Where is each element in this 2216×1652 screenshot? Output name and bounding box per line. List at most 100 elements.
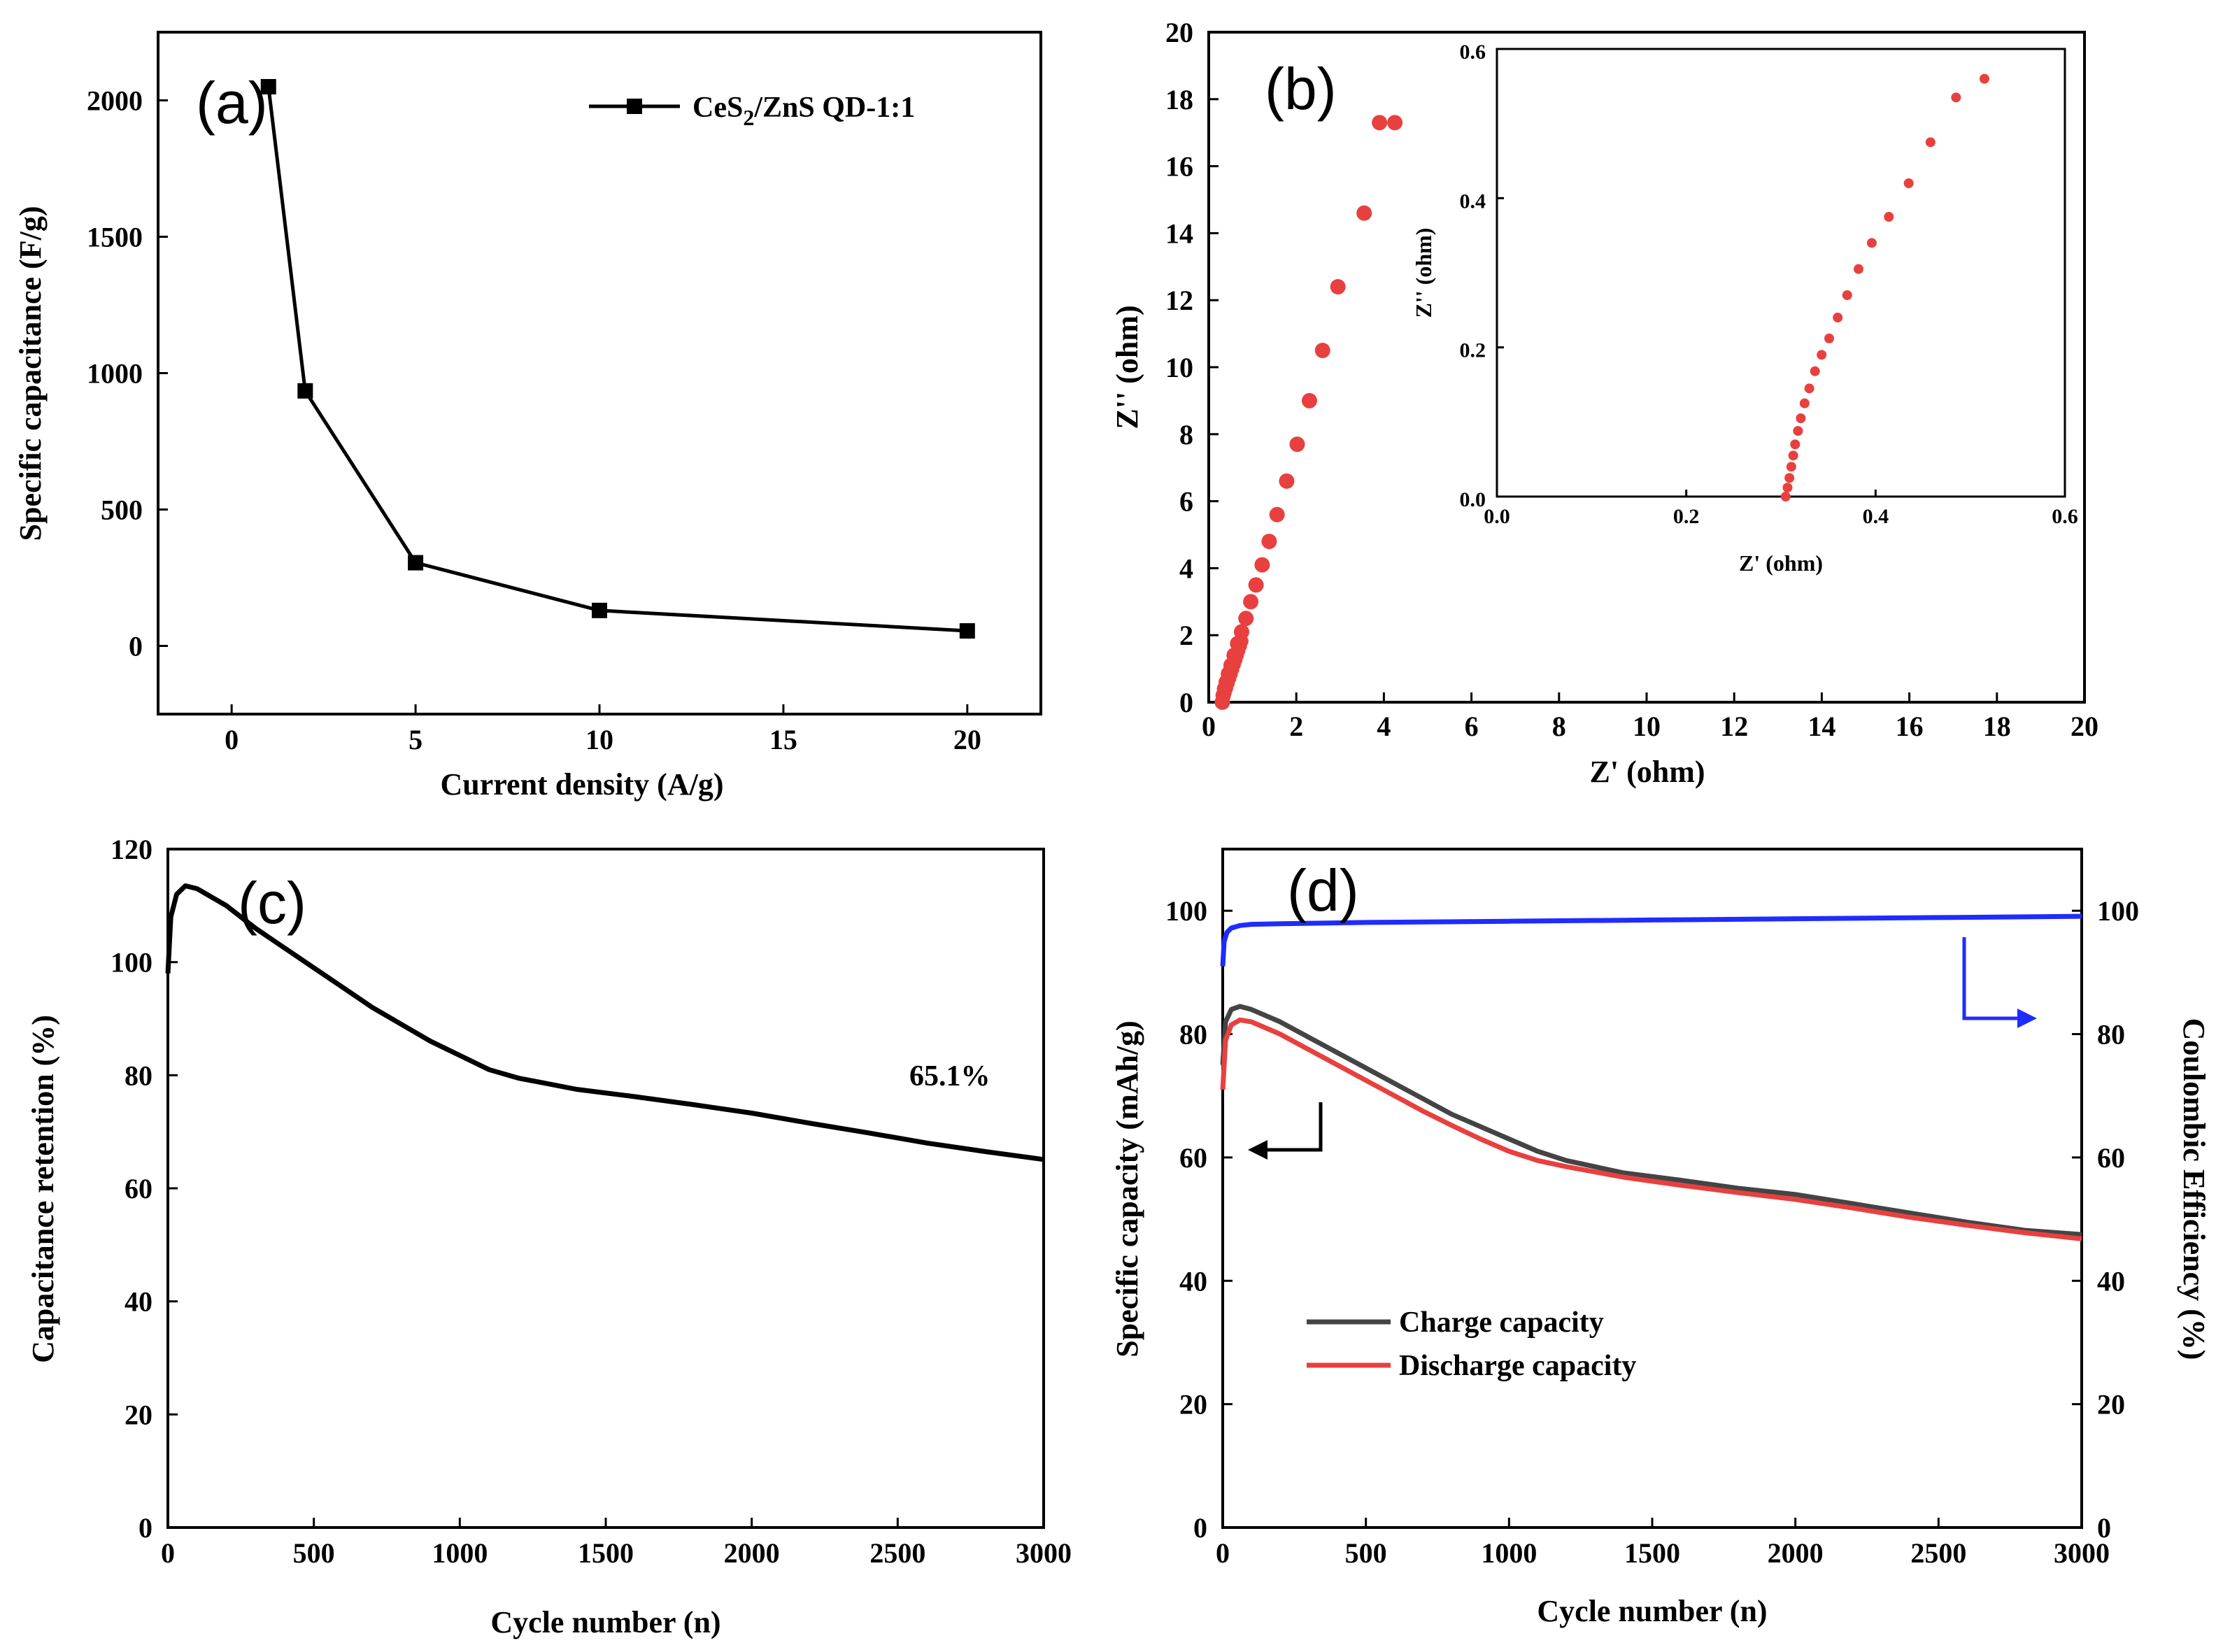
inset-point-b-12 — [1824, 333, 1835, 343]
x-axis-label-b: Z' (ohm) — [1590, 755, 1705, 789]
inset-point-b-6 — [1793, 426, 1803, 436]
c-xtick-label-3: 1500 — [578, 1537, 634, 1569]
d-ytick-label-2: 40 — [1179, 1265, 1207, 1297]
y-axis-c: 0 20 40 60 80 100 120 — [111, 834, 178, 1544]
b-inset-ytick-label-2: 0.4 — [1460, 190, 1486, 213]
b-ytick-label-4: 8 — [1179, 419, 1193, 450]
inset-y-label-b: Z'' (ohm) — [1411, 228, 1436, 318]
inset-frame-b — [1496, 48, 2066, 498]
b-ytick-label-0: 0 — [1179, 687, 1193, 718]
data-point-b-13 — [1261, 534, 1277, 550]
c-ytick-label-5: 100 — [111, 947, 152, 978]
b-ytick-label-8: 16 — [1165, 151, 1193, 183]
data-point-a-1 — [297, 383, 313, 399]
c-ytick-label-3: 60 — [125, 1173, 152, 1204]
legend-label-discharge-d: Discharge capacity — [1399, 1350, 1636, 1382]
series-line-a — [267, 86, 967, 633]
panel-label-d: (d) — [1287, 857, 1359, 923]
series-line-d-1 — [1220, 1017, 2082, 1241]
inset-point-b-2 — [1784, 473, 1795, 483]
inset-point-b-9 — [1804, 383, 1814, 394]
y-axis-d: 0 20 40 60 80 100 — [1165, 895, 1233, 1544]
data-point-b-20 — [1356, 205, 1372, 221]
x-axis-b: 0 2 4 6 8 10 12 14 16 18 20 — [1202, 692, 2098, 742]
inset-point-b-11 — [1817, 350, 1827, 360]
x-axis-label-c: Cycle number (n) — [490, 1605, 720, 1639]
legend-marker-a — [627, 99, 642, 114]
b-xtick-label-3: 6 — [1465, 711, 1479, 742]
right-axis-arrow-d — [1962, 937, 2031, 1020]
panel-label-a: (a) — [196, 70, 268, 136]
d-ytick-label-3: 60 — [1179, 1142, 1207, 1174]
c-xtick-label-4: 2000 — [724, 1537, 780, 1569]
inset-series-b — [1780, 73, 1989, 501]
b-xtick-label-5: 10 — [1633, 711, 1661, 742]
d-right-ytick-label-3: 60 — [2097, 1142, 2125, 1174]
b-inset-xtick-label-0: 0.0 — [1484, 505, 1510, 528]
d-ytick-label-0: 0 — [1193, 1512, 1207, 1544]
inset-point-b-14 — [1842, 290, 1852, 300]
inset-x-label-b: Z' (ohm) — [1739, 550, 1823, 576]
inset-point-b-18 — [1903, 178, 1914, 188]
data-point-b-16 — [1289, 436, 1305, 453]
inset-point-b-8 — [1799, 398, 1810, 408]
y-axis-b: 0 2 4 6 8 10 12 14 16 18 20 — [1165, 17, 1219, 718]
data-point-b-11 — [1248, 577, 1264, 593]
series-c — [165, 883, 1044, 1162]
panel-label-b: (b) — [1265, 56, 1337, 122]
inset-point-b-17 — [1884, 212, 1894, 222]
b-ytick-label-9: 18 — [1165, 84, 1193, 115]
left-axis-arrow-d — [1252, 1102, 1323, 1152]
data-point-a-2 — [408, 555, 424, 571]
c-ytick-label-2: 40 — [125, 1286, 152, 1318]
data-point-b-19 — [1330, 279, 1346, 295]
legend-label-rest-a: /ZnS QD-1:1 — [753, 92, 915, 124]
d-xtick-label-4: 2000 — [1768, 1537, 1824, 1569]
series-line-d-2 — [1220, 913, 2082, 967]
inset-point-b-16 — [1866, 238, 1877, 248]
y-axis-label-c: Capacitance retention (%) — [26, 1015, 60, 1363]
series-a — [260, 79, 975, 639]
c-xtick-label-0: 0 — [161, 1537, 175, 1569]
d-ytick-label-1: 20 — [1179, 1389, 1207, 1420]
b-xtick-label-9: 18 — [1983, 711, 2011, 742]
b-inset-xtick-label-3: 0.6 — [2052, 505, 2078, 528]
inset-point-b-1 — [1782, 483, 1793, 493]
retention-line-c — [165, 883, 1044, 1162]
d-ytick-label-5: 100 — [1165, 895, 1207, 927]
a-ytick-label-0: 0 — [129, 631, 143, 662]
y-axis-label-a: Specific capacitance (F/g) — [13, 206, 48, 541]
data-point-a-4 — [959, 623, 975, 639]
data-point-b-12 — [1254, 557, 1270, 573]
inset-x-axis-b: 0.0 0.2 0.4 0.6 — [1484, 490, 2078, 528]
b-ytick-label-7: 14 — [1165, 218, 1193, 249]
data-point-b-14 — [1269, 506, 1285, 522]
annotation-c: 65.1% — [909, 1060, 990, 1092]
b-ytick-label-5: 10 — [1165, 352, 1193, 383]
legend-a: CeS2/ZnS QD-1:1 — [589, 92, 915, 130]
b-ytick-label-1: 2 — [1179, 620, 1193, 651]
a-xtick-label-2: 10 — [585, 724, 613, 755]
left-axis-arrowhead-d — [1248, 1140, 1267, 1160]
d-xtick-label-1: 500 — [1345, 1537, 1387, 1569]
data-point-a-3 — [592, 602, 607, 618]
d-right-ytick-label-1: 20 — [2097, 1389, 2125, 1420]
d-right-ytick-label-0: 0 — [2097, 1512, 2111, 1544]
y2-axis-d: 0 20 40 60 80 100 — [2072, 895, 2139, 1544]
b-inset-ytick-label-3: 0.6 — [1460, 41, 1486, 64]
x-axis-d: 0 500 1000 1500 2000 2500 3000 — [1216, 1518, 2110, 1569]
b-ytick-label-6: 12 — [1165, 285, 1193, 316]
inset-point-b-5 — [1790, 439, 1800, 450]
b-xtick-label-10: 20 — [2071, 711, 2098, 742]
b-ytick-label-2: 4 — [1179, 553, 1193, 584]
inset-point-b-20 — [1951, 92, 1961, 103]
b-xtick-label-6: 12 — [1720, 711, 1748, 742]
d-ytick-label-4: 80 — [1179, 1019, 1207, 1051]
b-xtick-label-0: 0 — [1202, 711, 1216, 742]
inset-point-b-4 — [1788, 450, 1798, 461]
d-xtick-label-0: 0 — [1216, 1537, 1230, 1569]
c-ytick-label-6: 120 — [111, 834, 152, 865]
plot-frame-c — [166, 848, 1045, 1529]
